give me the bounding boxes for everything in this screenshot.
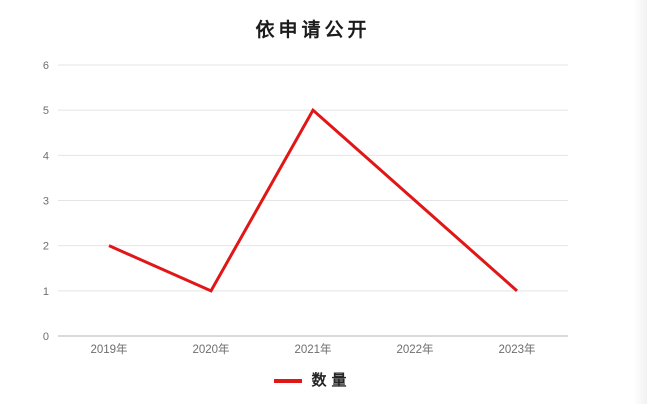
x-tick-label: 2021年 [294, 342, 331, 356]
y-tick-label: 2 [43, 241, 49, 253]
legend-line-marker-icon [274, 379, 303, 383]
y-tick-label: 5 [43, 105, 49, 117]
legend-series-label: 数量 [311, 373, 352, 389]
y-tick-label: 3 [43, 196, 49, 208]
x-tick-label: 2022年 [396, 342, 433, 356]
chart-title: 依申请公开 [255, 20, 371, 41]
x-tick-label: 2023年 [498, 342, 535, 356]
chart-legend: 数量 [58, 369, 568, 393]
series-line [108, 107, 518, 293]
x-tick-label: 2020年 [192, 342, 229, 356]
y-tick-label: 1 [43, 286, 49, 298]
y-tick-label: 4 [43, 150, 49, 162]
y-tick-label: 6 [43, 60, 49, 72]
y-tick-label: 0 [43, 331, 49, 343]
x-tick-label: 2019年 [90, 342, 127, 356]
